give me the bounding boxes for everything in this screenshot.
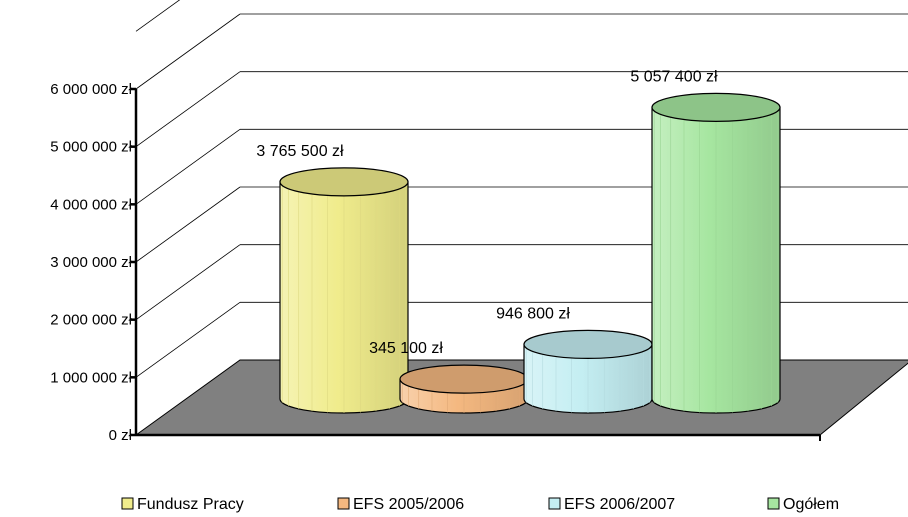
y-tick-label-2: 2 000 000 zł bbox=[50, 312, 132, 329]
bar-top-3 bbox=[651, 92, 781, 122]
gridline-side-6 bbox=[135, 13, 241, 90]
legend-swatch-1 bbox=[337, 497, 350, 510]
data-label-3: 5 057 400 zł bbox=[630, 68, 718, 85]
bar-3 bbox=[651, 92, 781, 414]
gridline-side-5 bbox=[135, 71, 241, 147]
bar-top-2 bbox=[523, 329, 653, 360]
legend-label-1: EFS 2005/2006 bbox=[353, 496, 464, 513]
data-label-1: 345 100 zł bbox=[369, 340, 443, 357]
gridline-side-1 bbox=[135, 302, 241, 378]
legend-label-0: Fundusz Pracy bbox=[137, 496, 244, 513]
gridline-side-3 bbox=[135, 186, 241, 263]
bar-top-0 bbox=[279, 167, 409, 197]
legend-label-3: Ogółem bbox=[783, 496, 839, 513]
legend-swatch-3 bbox=[767, 497, 780, 510]
legend-item-0: Fundusz Pracy bbox=[121, 496, 244, 513]
y-tick-label-4: 4 000 000 zł bbox=[50, 196, 132, 213]
legend-label-2: EFS 2006/2007 bbox=[564, 496, 675, 513]
bar-2 bbox=[523, 329, 653, 414]
legend-item-1: EFS 2005/2006 bbox=[337, 496, 464, 513]
bar-1 bbox=[399, 364, 529, 414]
gridline-side-top bbox=[135, 0, 181, 32]
y-tick-label-6: 6 000 000 zł bbox=[50, 81, 132, 98]
data-label-2: 946 800 zł bbox=[496, 305, 570, 322]
bar-top-1 bbox=[399, 364, 529, 394]
y-tick-label-1: 1 000 000 zł bbox=[50, 369, 132, 386]
data-label-0: 3 765 500 zł bbox=[256, 143, 344, 160]
legend-swatch-0 bbox=[121, 497, 134, 510]
legend-swatch-2 bbox=[548, 497, 561, 510]
gridline-side-2 bbox=[135, 244, 241, 320]
legend-item-3: Ogółem bbox=[767, 496, 839, 513]
y-tick-label-5: 5 000 000 zł bbox=[50, 139, 132, 156]
bar-0 bbox=[279, 167, 409, 414]
y-tick-label-0: 0 zł bbox=[109, 427, 133, 444]
y-tick-label-3: 3 000 000 zł bbox=[50, 254, 132, 271]
gridline-side-4 bbox=[135, 129, 241, 205]
legend-item-2: EFS 2006/2007 bbox=[548, 496, 675, 513]
